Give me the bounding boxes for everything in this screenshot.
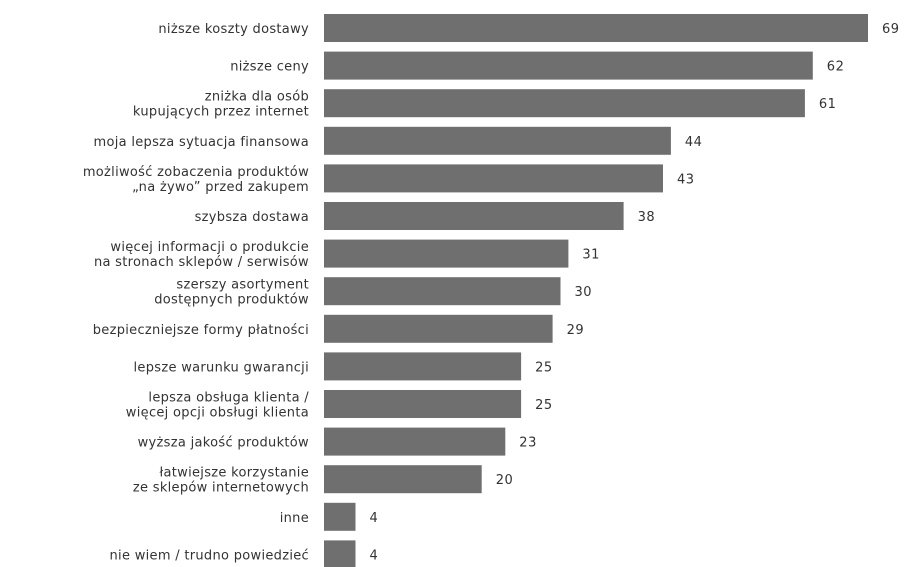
- category-label: wyższa jakość produktów: [138, 436, 309, 451]
- bar-value-label: 62: [827, 60, 845, 75]
- bar: [324, 14, 868, 42]
- bar-value-label: 20: [496, 473, 514, 488]
- bar-value-label: 25: [535, 398, 553, 413]
- bar-value-label: 29: [567, 323, 585, 338]
- bar-value-label: 25: [535, 360, 553, 375]
- category-label: kupujących przez internet: [133, 105, 309, 120]
- category-label: inne: [280, 511, 309, 526]
- category-label: możliwość zobaczenia produktów: [83, 165, 309, 180]
- bar: [324, 314, 553, 343]
- category-label: ze sklepów internetowych: [133, 481, 309, 496]
- category-label: nie wiem / trudno powiedzieć: [110, 548, 309, 563]
- bar: [324, 126, 671, 155]
- bar: [324, 51, 813, 80]
- category-label: więcej informacji o produkcie: [110, 240, 309, 255]
- bar-value-label: 30: [575, 285, 593, 300]
- category-labels: niższe koszty dostawy niższe ceny zniżka d…: [83, 22, 309, 563]
- category-label: na stronach sklepów / serwisów: [94, 255, 309, 270]
- category-label: łatwiejsze korzystanie: [159, 466, 309, 481]
- bar: [324, 239, 569, 268]
- bar-value-label: 4: [370, 548, 379, 563]
- bar: [324, 277, 561, 306]
- bar: [324, 202, 624, 230]
- category-label: niższe koszty dostawy: [158, 22, 309, 37]
- category-label: dostępnych produktów: [154, 293, 309, 308]
- bar: [324, 164, 663, 193]
- category-label: lepsza obsługa klienta /: [148, 391, 309, 406]
- category-label: szybsza dostawa: [195, 210, 309, 225]
- bar-value-label: 31: [582, 248, 600, 263]
- bar: [324, 89, 805, 118]
- category-label: moja lepsza sytuacja finansowa: [94, 135, 309, 150]
- bar-value-label: 43: [677, 172, 695, 187]
- bar: [324, 465, 482, 494]
- bar: [324, 390, 522, 418]
- bars: [324, 14, 868, 567]
- bar-value-label: 61: [819, 97, 837, 112]
- bar-value-label: 4: [370, 511, 379, 526]
- category-label: zniżka dla osób: [205, 90, 309, 105]
- bar: [324, 352, 522, 381]
- bar-value-label: 69: [882, 22, 900, 37]
- bar-value-label: 44: [685, 135, 703, 150]
- bar-value-label: 23: [519, 436, 537, 451]
- category-label: szerszy asortyment: [176, 278, 309, 293]
- category-label: lepsze warunku gwarancji: [134, 360, 309, 375]
- bar: [324, 502, 356, 531]
- category-label: więcej opcji obsługi klienta: [126, 406, 309, 421]
- bar: [324, 427, 506, 456]
- bar: [324, 540, 356, 567]
- category-label: bezpieczniejsze formy płatności: [93, 323, 309, 338]
- bar-value-label: 38: [638, 210, 656, 225]
- category-label: niższe ceny: [230, 60, 309, 75]
- category-label: „na żywo” przed zakupem: [132, 180, 309, 195]
